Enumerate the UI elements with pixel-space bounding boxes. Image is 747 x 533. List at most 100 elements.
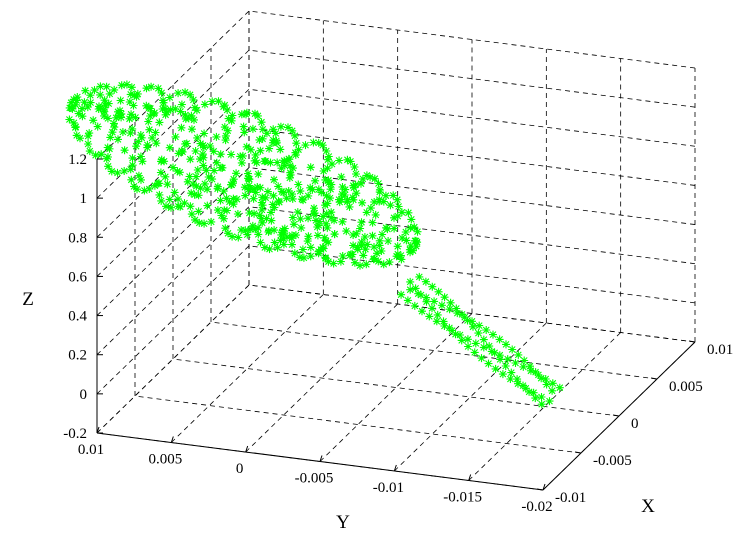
data-point	[440, 293, 449, 302]
data-point	[200, 100, 209, 109]
data-point	[279, 240, 288, 249]
data-point	[154, 84, 163, 93]
data-point	[100, 111, 109, 120]
data-point	[531, 394, 540, 403]
data-point	[227, 116, 236, 125]
data-point	[474, 329, 483, 338]
data-point	[477, 354, 486, 363]
data-point	[208, 175, 217, 184]
z-tick-label: 0.4	[68, 309, 87, 325]
data-point	[128, 154, 137, 163]
data-point	[460, 313, 469, 322]
data-point	[147, 82, 156, 91]
x-tick-mark	[612, 414, 620, 417]
data-point	[313, 231, 322, 240]
data-point	[351, 180, 360, 189]
data-point	[117, 113, 126, 122]
data-point	[103, 143, 112, 152]
data-point	[373, 249, 381, 258]
data-point	[223, 106, 232, 114]
data-point	[200, 129, 209, 138]
gridline-floor-y	[319, 313, 473, 462]
data-point	[357, 218, 366, 227]
data-point	[202, 166, 211, 175]
data-point	[448, 326, 457, 335]
data-point	[318, 141, 327, 150]
data-point	[146, 112, 155, 120]
data-point	[507, 368, 516, 377]
data-point	[411, 284, 420, 293]
data-point	[271, 129, 280, 138]
data-point	[425, 312, 434, 321]
data-point	[161, 172, 170, 181]
data-point	[133, 185, 141, 194]
data-point	[140, 186, 149, 195]
data-point	[127, 83, 136, 92]
data-point	[159, 98, 168, 107]
data-point	[421, 277, 430, 286]
gridline-wall-x-horizontal	[248, 206, 696, 265]
data-point	[176, 202, 185, 211]
gridline-floor-y	[171, 294, 324, 443]
data-point	[374, 179, 383, 188]
data-point	[318, 243, 327, 252]
data-point	[221, 224, 230, 233]
data-point	[349, 181, 358, 190]
data-point	[314, 185, 323, 194]
data-point	[285, 173, 294, 182]
data-point	[270, 175, 278, 184]
data-point	[145, 185, 154, 193]
gridline-wall-x-horizontal	[248, 88, 696, 147]
data-point	[161, 110, 170, 119]
marks-layer	[65, 80, 564, 409]
data-point	[288, 194, 297, 203]
data-point	[495, 335, 504, 344]
x-tick-label: -0.01	[555, 490, 586, 506]
data-point	[257, 205, 266, 214]
data-point	[357, 179, 365, 188]
data-point	[96, 90, 105, 99]
data-point	[212, 158, 221, 167]
data-point	[335, 198, 344, 207]
data-point	[295, 253, 304, 262]
data-point	[85, 147, 94, 156]
data-point	[301, 141, 310, 150]
data-point	[189, 95, 198, 104]
data-point	[262, 129, 271, 138]
data-point	[255, 135, 264, 144]
data-point	[174, 89, 183, 98]
data-point	[165, 143, 174, 152]
data-point	[254, 223, 263, 232]
data-point	[326, 194, 334, 203]
data-point	[445, 305, 454, 314]
y-tick-label: 0.01	[78, 442, 104, 458]
data-point	[86, 98, 95, 107]
data-point	[525, 387, 534, 396]
data-point	[199, 161, 208, 170]
data-point	[85, 129, 94, 138]
data-point	[502, 340, 510, 349]
data-point	[265, 245, 274, 254]
data-point	[482, 326, 491, 334]
data-point	[370, 174, 379, 183]
data-point	[176, 107, 185, 116]
gridline-wall-x-horizontal	[248, 245, 696, 304]
data-point	[229, 194, 238, 203]
data-point	[224, 114, 233, 123]
data-point	[321, 201, 330, 210]
data-point	[187, 125, 196, 134]
data-point	[342, 227, 351, 236]
y-tick-label: -0.02	[521, 499, 552, 515]
data-point	[136, 152, 145, 161]
data-point	[163, 180, 172, 189]
data-point	[397, 290, 406, 299]
data-point	[496, 355, 505, 364]
data-point	[198, 150, 207, 159]
data-point	[132, 92, 141, 101]
data-point	[229, 175, 238, 184]
data-point	[181, 114, 190, 123]
data-point	[545, 397, 554, 406]
data-point	[265, 144, 274, 153]
data-point	[406, 241, 415, 250]
data-point	[256, 183, 265, 192]
